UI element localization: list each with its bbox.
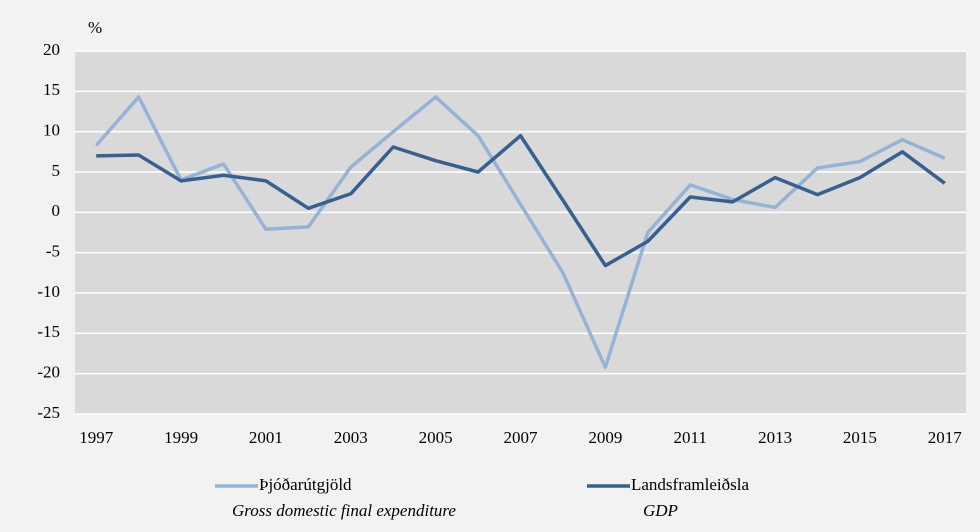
line-series (94, 95, 946, 369)
legend-label: Landsframleiðsla (631, 475, 749, 494)
legend-subtitle: GDP (643, 501, 678, 520)
y-tick-label: -25 (37, 403, 60, 422)
y-tick-label: 5 (52, 161, 61, 180)
x-tick-label: 2009 (588, 428, 622, 447)
y-axis-label: % (88, 18, 102, 37)
y-tick-label: 10 (43, 121, 60, 140)
x-tick-label: 1999 (164, 428, 198, 447)
y-tick-label: -10 (37, 282, 60, 301)
x-tick-label: 2001 (249, 428, 283, 447)
line-series (96, 133, 946, 268)
y-tick-label: -20 (37, 363, 60, 382)
x-tick-label: 2013 (758, 428, 792, 447)
legend-subtitle: Gross domestic final expenditure (232, 501, 456, 520)
y-tick-label: 0 (52, 201, 61, 220)
x-tick-label: 2017 (928, 428, 963, 447)
x-tick-label: 2005 (419, 428, 453, 447)
legend-label: Þjóðarútgjöld (259, 475, 352, 494)
y-tick-label: 15 (43, 80, 60, 99)
x-tick-label: 2015 (843, 428, 877, 447)
x-tick-label: 2007 (504, 428, 539, 447)
x-tick-label: 2011 (674, 428, 707, 447)
y-tick-label: 20 (43, 40, 60, 59)
y-tick-label: -15 (37, 322, 60, 341)
x-tick-label: 2003 (334, 428, 368, 447)
plot-area (75, 51, 966, 414)
x-tick-label: 1997 (79, 428, 114, 447)
y-tick-label: -5 (46, 242, 60, 261)
